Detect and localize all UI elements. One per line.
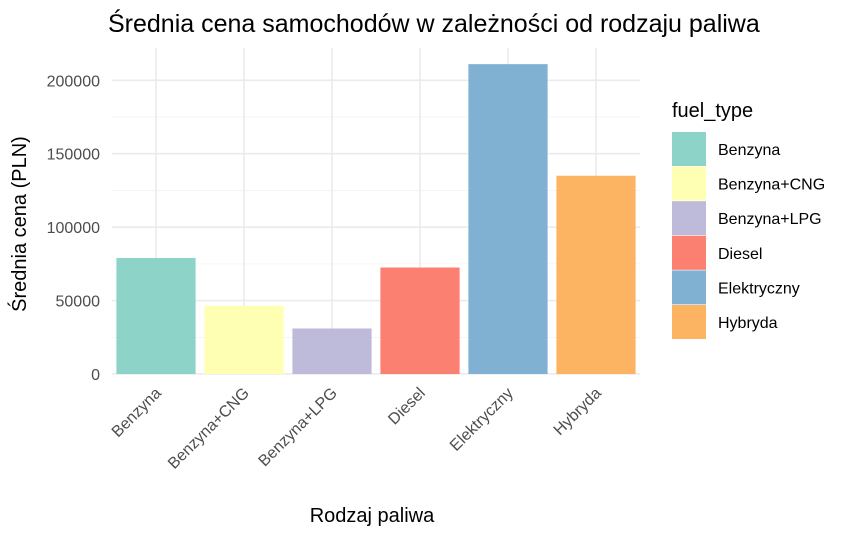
bar-benzyna-lpg xyxy=(292,328,372,374)
bar-benzyna-cng xyxy=(204,305,284,374)
legend-key xyxy=(672,270,706,305)
x-axis-title: Rodzaj paliwa xyxy=(310,505,435,527)
legend-title: fuel_type xyxy=(672,100,753,122)
y-tick-label: 200000 xyxy=(47,73,100,90)
legend-key xyxy=(672,201,706,236)
legend-key xyxy=(672,132,706,166)
bar-elektryczny xyxy=(468,64,548,375)
bar-hybryda xyxy=(556,175,636,374)
legend-label: Diesel xyxy=(718,246,762,263)
legend-label: Benzyna xyxy=(718,142,780,159)
legend: fuel_type Benzyna Benzyna+CNG Benzyna+LPG D… xyxy=(672,100,825,339)
bar-benzyna xyxy=(116,257,196,374)
bar-diesel xyxy=(380,267,460,374)
x-tick-label: Benzyna+LPG xyxy=(256,385,341,470)
legend-key xyxy=(672,166,706,201)
legend-key xyxy=(672,305,706,339)
y-tick-label: 150000 xyxy=(47,147,100,164)
legend-label: Benzyna+CNG xyxy=(718,177,825,194)
y-tick-label: 0 xyxy=(91,367,100,384)
legend-key xyxy=(672,235,706,270)
legend-label: Benzyna+LPG xyxy=(718,211,822,228)
x-tick-label: Benzyna+CNG xyxy=(165,385,253,473)
x-tick-label: Elektryczny xyxy=(447,385,517,455)
x-tick-label: Hybryda xyxy=(551,385,605,439)
y-tick-label: 100000 xyxy=(47,220,100,237)
y-axis-title: Średnia cena (PLN) xyxy=(7,136,31,312)
bars xyxy=(116,64,636,375)
x-axis-ticks: Benzyna Benzyna+CNG Benzyna+LPG Diesel Elekt… xyxy=(109,385,605,473)
legend-label: Hybryda xyxy=(718,315,778,332)
legend-label: Elektryczny xyxy=(718,280,800,297)
chart-title: Średnia cena samochodów w zależności od … xyxy=(108,8,760,38)
y-axis-ticks: 0 50000 100000 150000 200000 xyxy=(47,73,100,384)
x-tick-label: Diesel xyxy=(385,385,428,428)
y-tick-label: 50000 xyxy=(56,294,101,311)
x-tick-label: Benzyna xyxy=(109,385,165,441)
